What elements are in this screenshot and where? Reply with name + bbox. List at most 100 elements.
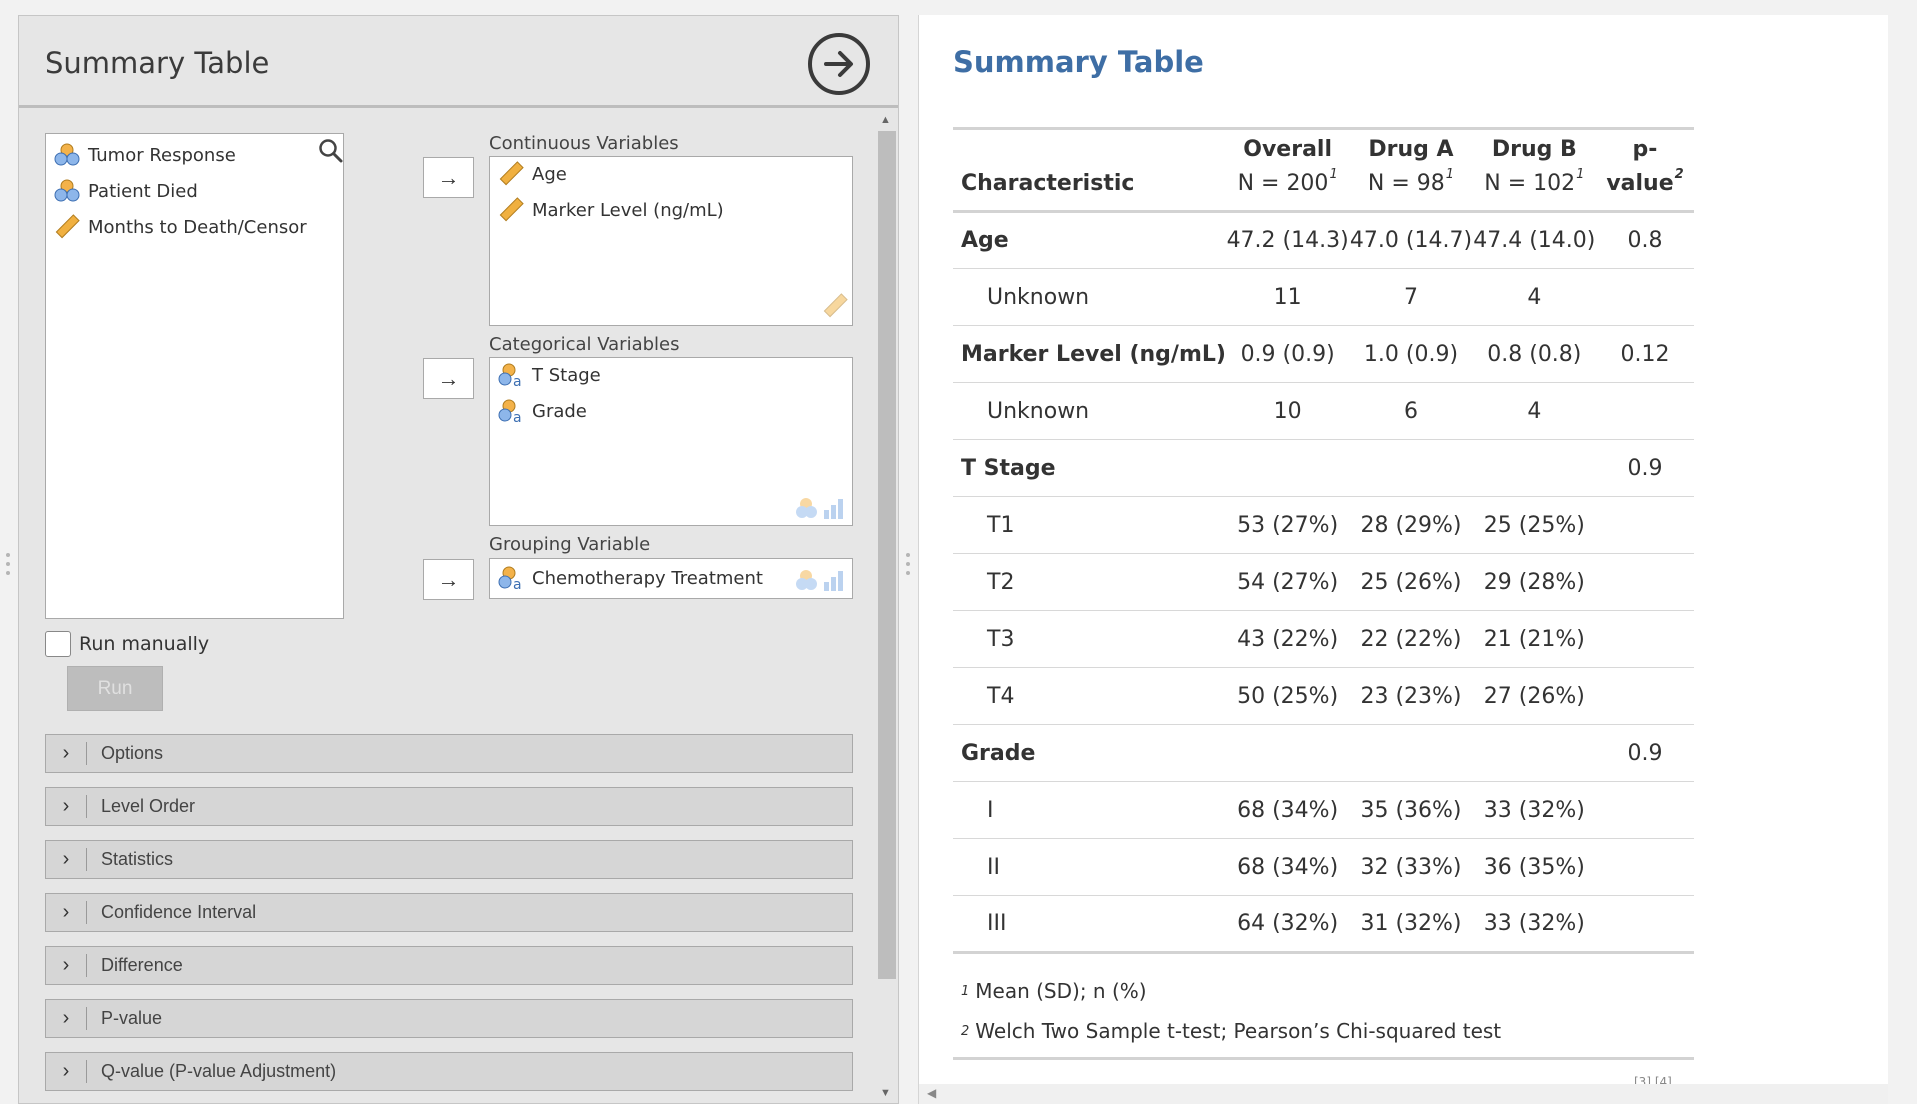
left-splitter-grip[interactable]	[6, 553, 10, 575]
section-difference[interactable]: › Difference	[45, 946, 853, 985]
nominal-icon	[54, 178, 80, 204]
run-analysis-arrow-icon[interactable]	[808, 33, 870, 95]
table-cell: 27 (26%)	[1483, 683, 1585, 709]
search-icon[interactable]	[318, 138, 344, 169]
continuous-item-age[interactable]: Age	[498, 161, 567, 187]
nominal-text-icon: a	[498, 565, 524, 593]
table-row: Marker Level (ng/mL) 0.9 (0.9) 1.0 (0.9) 0.…	[953, 325, 1694, 383]
variable-label: Grade	[532, 400, 587, 422]
grouping-variable-box[interactable]: a Chemotherapy Treatment	[489, 558, 853, 599]
right-arrow-icon: →	[437, 566, 460, 592]
svg-text:a: a	[513, 374, 522, 388]
variable-label: Patient Died	[88, 180, 198, 202]
table-cell: 29 (28%)	[1483, 569, 1585, 595]
categorical-variables-label: Categorical Variables	[489, 334, 680, 355]
variable-patient-died[interactable]: Patient Died	[54, 178, 198, 204]
variable-label: Months to Death/Censor	[88, 216, 307, 238]
scroll-down-icon[interactable]: ▼	[880, 1087, 891, 1099]
move-to-grouping-button[interactable]: →	[423, 559, 474, 600]
scroll-left-icon[interactable]: ◀	[927, 1086, 937, 1100]
table-cell: 47.2 (14.3)	[1226, 228, 1349, 253]
scroll-up-icon[interactable]: ▲	[880, 114, 891, 126]
move-to-continuous-button[interactable]: →	[423, 157, 474, 198]
row-label: T2	[987, 569, 1015, 595]
table-row: Unknown 11 7 4	[953, 268, 1694, 326]
table-cell: 36 (35%)	[1483, 854, 1585, 880]
row-label: I	[987, 797, 994, 823]
table-cell: 6	[1403, 398, 1418, 424]
section-statistics[interactable]: › Statistics	[45, 840, 853, 879]
section-level-order[interactable]: › Level Order	[45, 787, 853, 826]
center-splitter-grip[interactable]	[906, 553, 910, 575]
nominal-text-icon: a	[498, 362, 524, 390]
table-body: Age 47.2 (14.3) 47.0 (14.7) 47.4 (14.0) 0.8 U…	[953, 212, 1694, 953]
table-cell: 54 (27%)	[1237, 569, 1339, 595]
section-options[interactable]: › Options	[45, 734, 853, 773]
table-cell: 4	[1527, 398, 1542, 424]
table-cell: 0.9 (0.9)	[1240, 341, 1335, 367]
table-cell: 35 (36%)	[1360, 797, 1462, 823]
svg-text:a: a	[513, 410, 522, 424]
table-cell: 68 (34%)	[1237, 854, 1339, 880]
table-cell	[1596, 383, 1694, 440]
scrollbar-thumb[interactable]	[878, 131, 896, 979]
categorical-item-t-stage[interactable]: a T Stage	[498, 362, 601, 390]
run-manually-checkbox[interactable]	[45, 631, 71, 657]
row-label: II	[987, 854, 1000, 880]
row-label: Age	[961, 228, 1009, 253]
table-cell: 22 (22%)	[1360, 626, 1462, 652]
section-confidence-interval[interactable]: › Confidence Interval	[45, 893, 853, 932]
continuous-variables-box[interactable]: Age Marker Level (ng/mL)	[489, 156, 853, 326]
table-cell	[1349, 725, 1472, 782]
run-manually-toggle[interactable]: Run manually	[45, 631, 209, 657]
table-cell	[1596, 668, 1694, 725]
section-label: Q-value (P-value Adjustment)	[101, 1061, 337, 1081]
variable-tumor-response[interactable]: Tumor Response	[54, 142, 236, 168]
move-to-categorical-button[interactable]: →	[423, 358, 474, 399]
grouping-item-chemotherapy[interactable]: a Chemotherapy Treatment	[498, 565, 763, 593]
row-label: T Stage	[961, 455, 1056, 481]
row-label: T3	[987, 626, 1015, 652]
section-p-value[interactable]: › P-value	[45, 999, 853, 1038]
section-label: P-value	[101, 1008, 163, 1028]
table-cell: 31 (32%)	[1360, 911, 1462, 936]
continuous-icon	[54, 214, 80, 240]
variable-months-to-death[interactable]: Months to Death/Censor	[54, 214, 307, 240]
results-horizontal-scrollbar[interactable]: ◀	[919, 1084, 1888, 1104]
categorical-item-grade[interactable]: a Grade	[498, 398, 587, 426]
table-row: T Stage 0.9	[953, 439, 1694, 497]
table-row: Age 47.2 (14.3) 47.0 (14.7) 47.4 (14.0) 0.8	[953, 212, 1694, 269]
table-row: T2 54 (27%) 25 (26%) 29 (28%)	[953, 553, 1694, 611]
row-label: T1	[987, 512, 1015, 538]
nominal-text-icon: a	[498, 398, 524, 426]
table-row: T1 53 (27%) 28 (29%) 25 (25%)	[953, 496, 1694, 554]
section-label: Options	[101, 743, 164, 763]
table-cell: 53 (27%)	[1237, 512, 1339, 538]
categorical-variables-box[interactable]: a T Stage a Grade	[489, 357, 853, 526]
options-panel: Summary Table Tumor Response Patient Die…	[18, 15, 899, 1104]
chevron-right-icon: ›	[62, 901, 70, 923]
table-cell: 0.12	[1620, 341, 1670, 367]
table-cell: 0.8	[1627, 228, 1663, 253]
run-button[interactable]: Run	[67, 666, 163, 711]
row-label: Marker Level (ng/mL)	[961, 341, 1226, 367]
header-p-value: p-value2	[1596, 128, 1694, 213]
options-scrollbar[interactable]: ▲ ▼	[876, 111, 898, 1103]
available-variables-list[interactable]: Tumor Response Patient Died Months to De…	[45, 133, 344, 619]
section-q-value[interactable]: › Q-value (P-value Adjustment)	[45, 1052, 853, 1091]
continuous-item-marker-level[interactable]: Marker Level (ng/mL)	[498, 197, 724, 223]
table-row: Unknown 10 6 4	[953, 382, 1694, 440]
table-cell	[1349, 440, 1472, 497]
variable-label: Age	[532, 163, 567, 185]
table-footnotes: 1 Mean (SD); n (%) 2 Welch Two Sample t-te…	[953, 971, 1694, 1060]
chevron-right-icon: ›	[62, 954, 70, 976]
row-label: T4	[987, 683, 1015, 709]
table-cell: 32 (33%)	[1360, 854, 1462, 880]
section-label: Level Order	[101, 796, 196, 816]
svg-text:a: a	[513, 577, 522, 591]
header-characteristic: Characteristic	[953, 128, 1226, 213]
table-cell: 4	[1527, 284, 1542, 310]
continuous-icon	[498, 161, 524, 187]
